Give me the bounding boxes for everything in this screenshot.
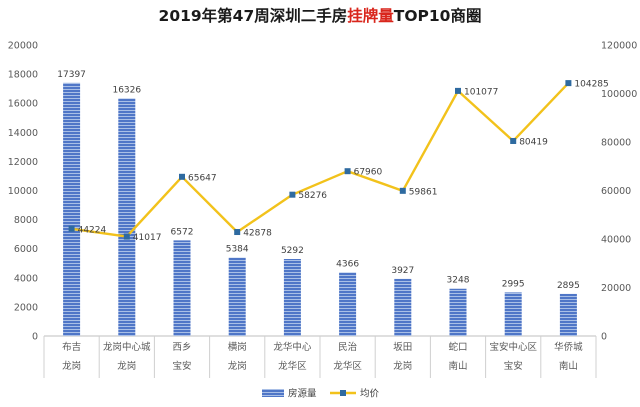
legend-bar-swatch [262,389,284,397]
category-label: 布吉 [62,341,81,353]
title-part-0: 2019年第47周深圳二手房 [159,6,348,25]
line-data-label: 80419 [519,137,548,147]
line-data-label: 59861 [409,187,438,197]
bar [559,293,577,336]
left-axis-tick-label: 18000 [8,70,38,81]
category-label: 华侨城 [554,341,583,353]
bar-data-label: 6572 [171,227,194,237]
left-axis-tick-label: 12000 [8,157,38,168]
left-axis-tick-label: 10000 [8,186,38,197]
line-data-label: 42878 [243,229,272,239]
category-sublabel: 龙岗 [117,360,136,372]
bar-data-label: 16326 [112,85,141,95]
line-marker [565,80,572,87]
line-marker [399,187,406,194]
line-data-label: 67960 [354,168,383,178]
legend-line-label: 均价 [360,388,380,400]
right-axis-tick-label: 80000 [601,138,631,149]
legend-bar-label: 房源量 [288,388,317,400]
line-marker [455,87,461,94]
left-axis-tick-label: 20000 [8,41,38,52]
category-label: 坂田 [393,342,412,353]
line-marker [234,229,241,236]
title-part-2: TOP10商圈 [394,6,482,25]
chart-title: 2019年第47周深圳二手房挂牌量TOP10商圈 [159,6,482,25]
line-series-path [71,82,570,238]
right-axis-tick-label: 100000 [601,89,637,100]
bar [449,288,467,336]
left-axis-tick-label: 16000 [8,99,38,110]
bar [283,259,301,336]
line-data-label: 104285 [574,80,608,90]
left-axis-tick-label: 6000 [14,244,38,255]
plot-area: 0 2000 4000 6000 8000 10000 12000 14000 16000 180… [8,41,637,378]
bar [118,98,136,337]
bar [339,272,357,336]
right-axis-tick-label: 20000 [601,283,631,294]
line-marker [289,191,296,198]
category-label: 民治 [338,341,357,353]
category-sublabel: 龙岗 [62,360,81,372]
legend-line-marker [340,390,346,396]
category-label: 宝安中心区 [489,341,537,353]
bar-data-label: 17397 [57,70,86,80]
category-sublabel: 龙华区 [278,360,307,372]
category-sublabel: 龙岗 [393,360,412,372]
line-marker [179,173,185,180]
line-data-label: 65647 [188,173,217,183]
category-sublabel: 南山 [559,360,578,372]
left-axis-tick-label: 4000 [14,273,38,284]
category-sublabel: 龙岗 [228,360,247,372]
bar-data-label: 3927 [391,266,414,276]
line-data-label: 101077 [464,87,498,97]
bar-data-label: 4366 [336,259,359,269]
line-data-label: 44224 [78,225,107,235]
title-part-1: 挂牌量 [347,6,394,25]
category-sublabel: 南山 [448,360,467,372]
bar [394,278,412,336]
category-sublabel: 龙华区 [333,360,362,372]
line-data-label: 41017 [133,233,162,243]
bar-data-label: 3248 [447,276,470,286]
bar [228,257,246,336]
line-marker [344,168,351,175]
legend: 房源量 均价 [262,388,380,400]
right-axis-tick-label: 120000 [601,41,637,52]
left-axis-tick-label: 8000 [14,215,38,226]
bar-data-label: 2995 [502,279,525,289]
left-axis-tick-label: 14000 [8,128,38,139]
category-label: 龙岗中心城 [103,341,151,353]
bar-data-label: 2895 [557,281,580,291]
bar-data-label: 5292 [281,246,304,256]
bar [173,240,191,336]
right-axis-tick-label: 60000 [601,186,631,197]
left-axis-tick-label: 0 [32,332,38,343]
category-label: 横岗 [228,341,247,353]
line-marker [68,225,75,232]
category-sublabel: 宝安 [504,360,523,372]
bar [504,292,522,336]
category-label: 龙华中心 [273,341,312,353]
right-axis-tick-label: 0 [601,332,607,343]
category-label: 西乡 [172,342,191,353]
category-sublabel: 宝安 [172,360,191,372]
line-marker [510,137,517,144]
bar-data-label: 5384 [226,245,249,255]
line-marker [123,233,130,240]
bar [63,82,81,336]
left-axis-tick-label: 2000 [14,302,38,313]
line-data-label: 58276 [298,191,327,201]
right-axis-tick-label: 40000 [601,235,631,246]
category-label: 蛇口 [448,341,467,353]
